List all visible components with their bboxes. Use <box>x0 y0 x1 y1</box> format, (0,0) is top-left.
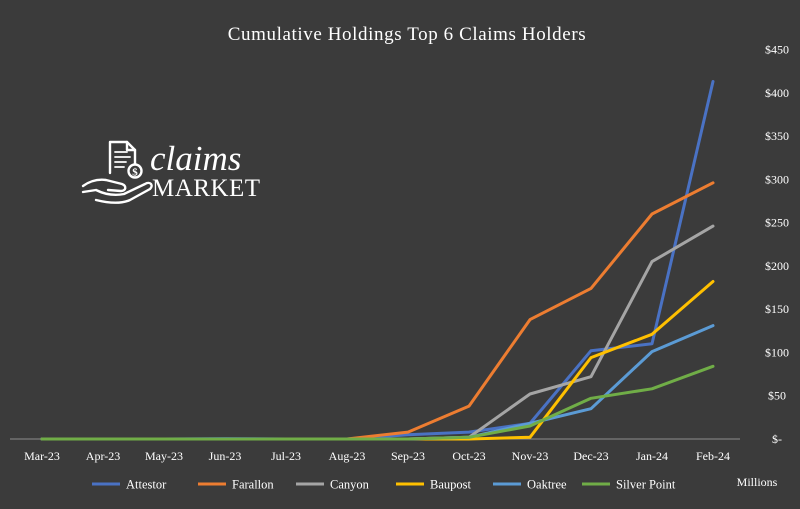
x-tick-label: Mar-23 <box>24 449 60 463</box>
y-tick-label: $200 <box>765 259 789 273</box>
legend: Attestor Farallon Canyon Baupost Oaktree Silv… <box>92 478 676 492</box>
x-tick-label: Feb-24 <box>696 449 730 463</box>
chart-title: Cumulative Holdings Top 6 Claims Holders <box>228 24 587 45</box>
series-line-oaktree <box>40 324 715 441</box>
y-tick-label: $100 <box>765 345 789 359</box>
claims-market-logo: $ claims MARKET <box>81 139 261 204</box>
y-tick-label: $50 <box>768 389 786 403</box>
y-tick-label: $250 <box>765 216 789 230</box>
legend-label: Silver Point <box>616 478 676 492</box>
legend-label: Attestor <box>126 478 167 492</box>
y-tick-label: $300 <box>765 172 789 186</box>
legend-label: Oaktree <box>527 478 567 492</box>
legend-label: Baupost <box>430 478 472 492</box>
x-tick-label: Nov-23 <box>512 449 549 463</box>
series-line-farallon <box>40 181 715 441</box>
y-tick-label: $400 <box>765 86 789 100</box>
legend-label: Farallon <box>232 478 274 492</box>
series-line-baupost <box>40 280 715 441</box>
series-line-canyon <box>40 224 715 441</box>
svg-text:$: $ <box>132 167 138 179</box>
x-tick-label: Sep-23 <box>391 449 425 463</box>
y-tick-label: $150 <box>765 302 789 316</box>
x-tick-label: Oct-23 <box>452 449 485 463</box>
logo-text-claims: claims <box>150 139 241 178</box>
x-tick-label: Apr-23 <box>86 449 120 463</box>
x-tick-label: Aug-23 <box>329 449 366 463</box>
hand-document-dollar-icon: $ <box>81 140 153 204</box>
x-tick-label: Jun-23 <box>209 449 242 463</box>
legend-label: Canyon <box>330 478 370 492</box>
x-tick-label: May-23 <box>145 449 183 463</box>
y-tick-label: $350 <box>765 129 789 143</box>
series-line-silver-point <box>40 364 715 441</box>
series-lines <box>40 80 715 441</box>
x-tick-labels: Mar-23 Apr-23 May-23 Jun-23 Jul-23 Aug-23 Sep-… <box>24 449 730 463</box>
y-tick-label: $- <box>772 432 782 446</box>
y-tick-labels: $- $50 $100 $150 $200 $250 $300 $350 $400 $450 <box>765 43 789 447</box>
x-tick-label: Jul-23 <box>271 449 301 463</box>
x-tick-label: Dec-23 <box>573 449 608 463</box>
y-tick-label: $450 <box>765 43 789 57</box>
logo-text-market: MARKET <box>152 175 261 202</box>
y-unit-label: Millions <box>737 475 778 489</box>
x-tick-label: Jan-24 <box>636 449 668 463</box>
